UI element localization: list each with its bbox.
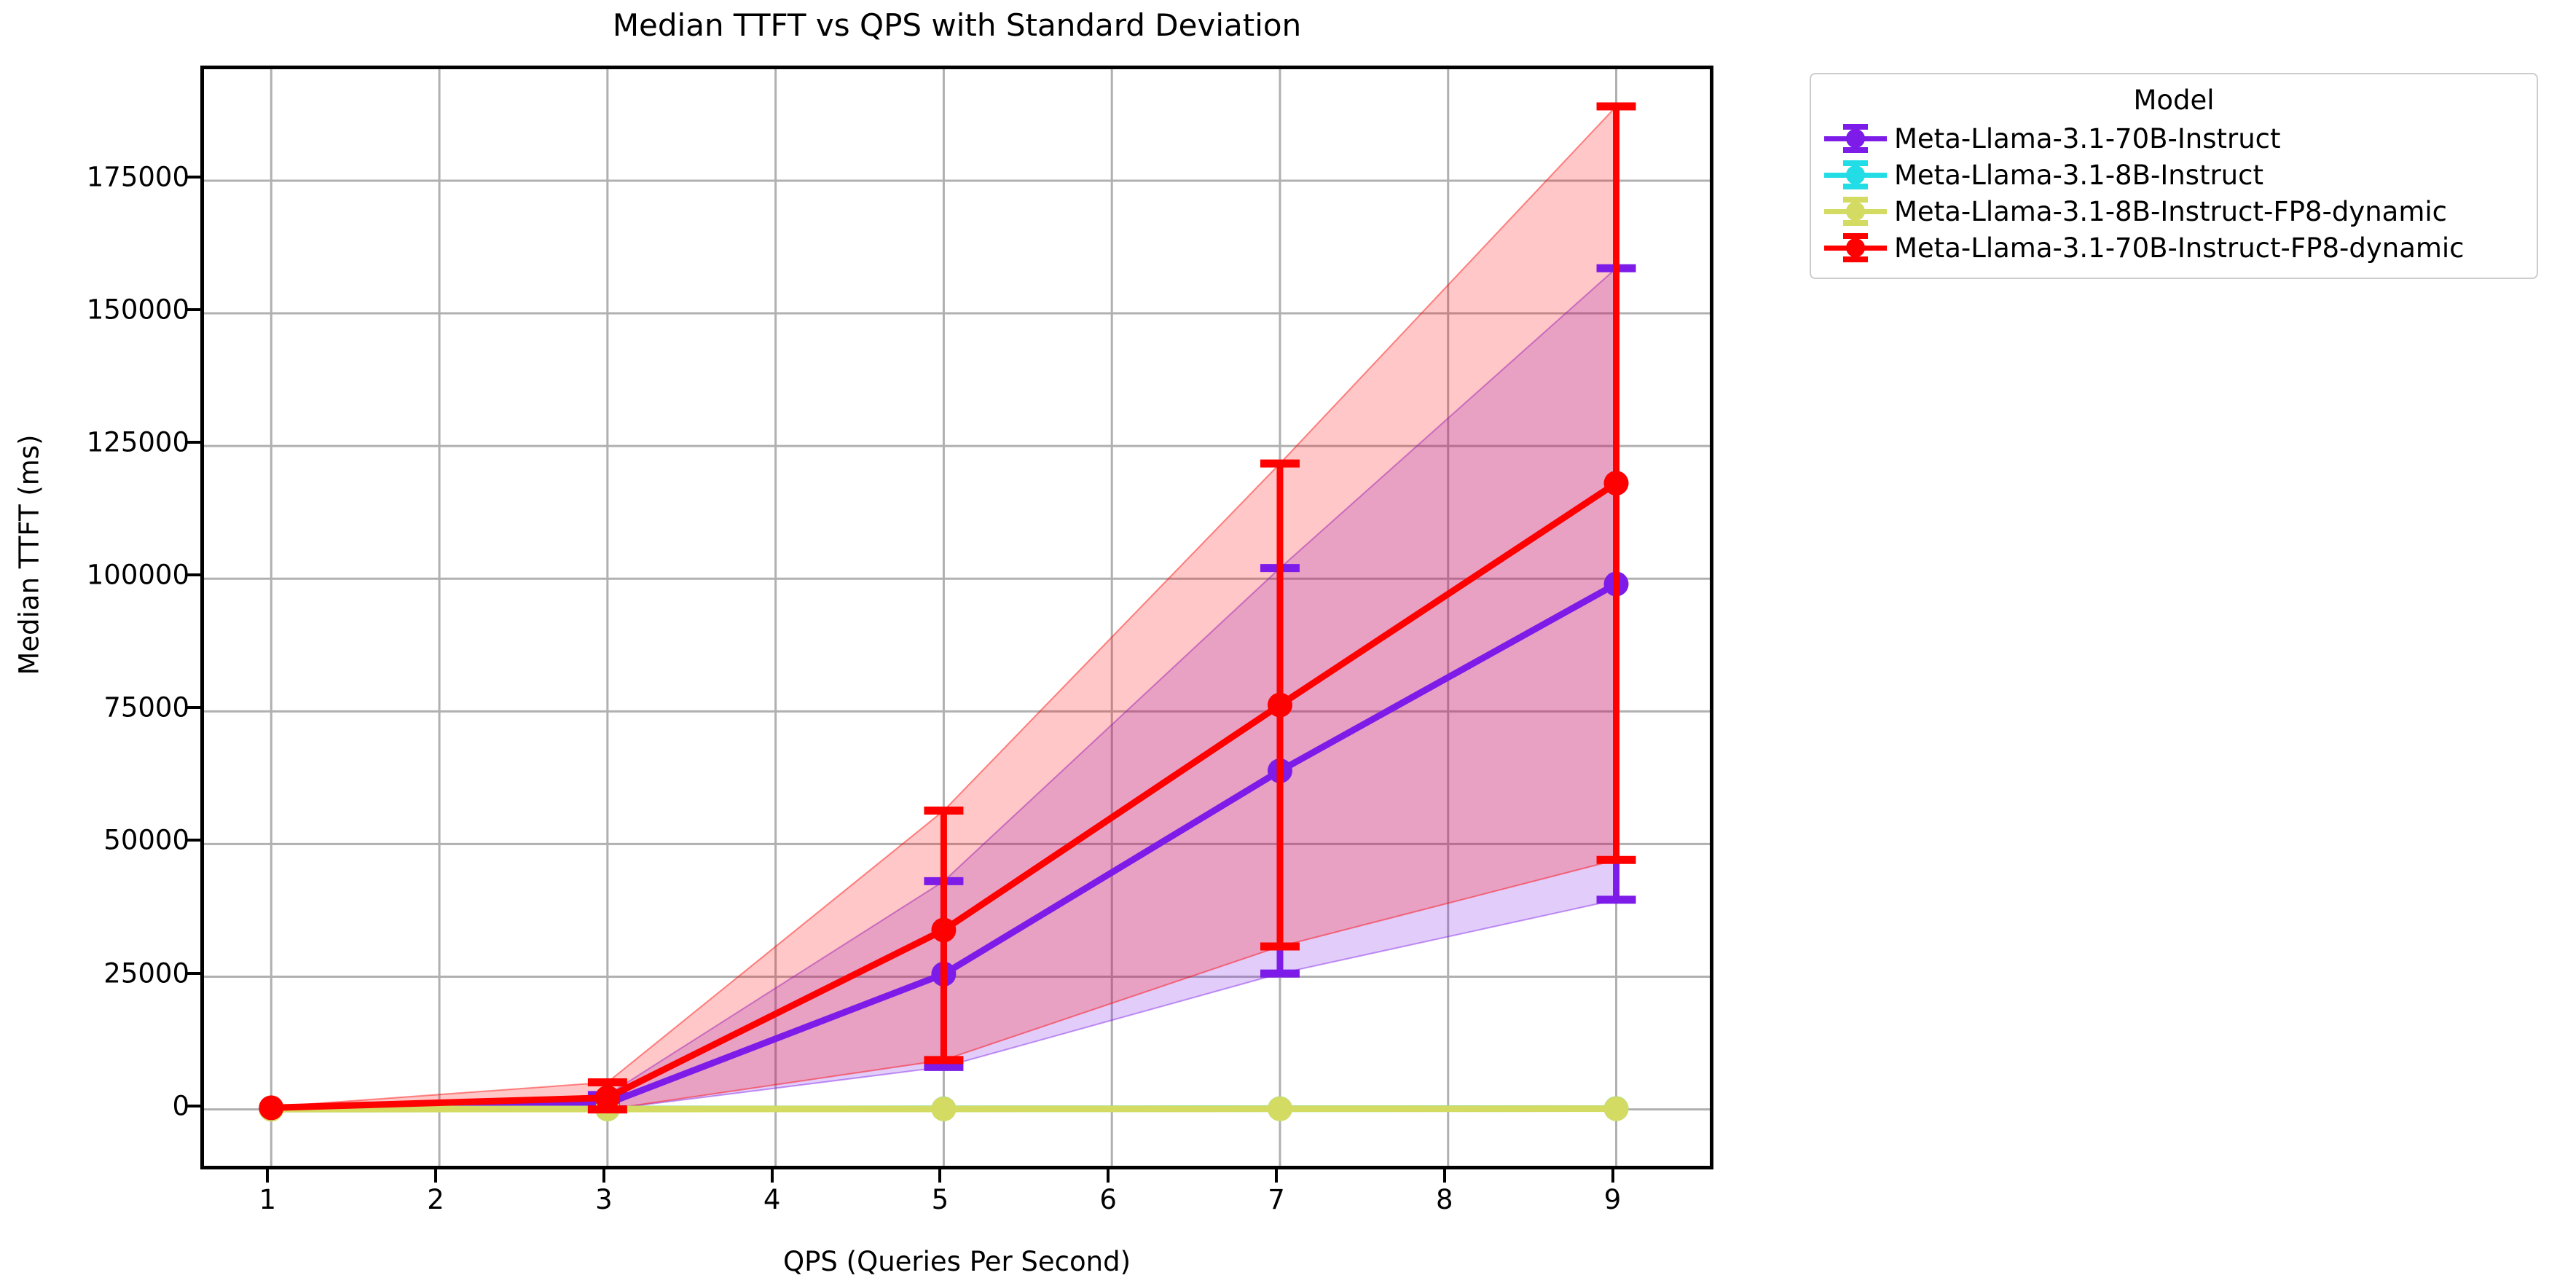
data-series [259, 102, 1636, 1121]
x-tick-label: 3 [595, 1184, 613, 1215]
y-tick-mark [187, 175, 200, 179]
legend-marker-icon [1824, 120, 1887, 157]
x-tick-label: 9 [1603, 1184, 1622, 1215]
plot-svg [204, 69, 1710, 1166]
legend-marker-icon [1824, 230, 1887, 266]
legend-entry[interactable]: Meta-Llama-3.1-70B-Instruct [1824, 120, 2524, 157]
x-tick-label: 5 [931, 1184, 949, 1215]
data-point-marker [1603, 1096, 1629, 1121]
plot-canvas [204, 69, 1710, 1166]
y-tick-mark [187, 971, 200, 975]
y-tick-mark [187, 839, 200, 842]
legend-entries: Meta-Llama-3.1-70B-Instruct Meta-Llama-3.… [1824, 120, 2524, 266]
x-tick-label: 7 [1268, 1184, 1285, 1215]
data-point-marker [594, 1085, 620, 1110]
y-tick-mark [187, 308, 200, 312]
legend-entry-label: Meta-Llama-3.1-8B-Instruct-FP8-dynamic [1894, 195, 2447, 227]
data-point-marker [259, 1095, 284, 1121]
y-tick-label: 150000 [86, 294, 189, 326]
legend-entry[interactable]: Meta-Llama-3.1-8B-Instruct [1824, 157, 2524, 193]
x-tick-mark [770, 1169, 774, 1183]
y-tick-mark [187, 1104, 200, 1107]
y-tick-label: 25000 [103, 957, 189, 989]
y-tick-label: 125000 [86, 426, 189, 458]
x-tick-label: 2 [427, 1184, 444, 1215]
x-tick-mark [1442, 1169, 1446, 1183]
x-tick-mark [266, 1169, 270, 1183]
data-point-marker [1603, 471, 1629, 496]
y-tick-mark [187, 441, 200, 444]
legend-entry-label: Meta-Llama-3.1-8B-Instruct [1894, 159, 2263, 191]
legend-title: Model [2133, 85, 2215, 116]
legend-entry[interactable]: Meta-Llama-3.1-8B-Instruct-FP8-dynamic [1824, 193, 2524, 230]
x-tick-label: 6 [1099, 1184, 1117, 1215]
y-axis-label: Median TTFT (ms) [13, 434, 45, 675]
legend-entry[interactable]: Meta-Llama-3.1-70B-Instruct-FP8-dynamic [1824, 230, 2524, 266]
x-tick-mark [602, 1169, 605, 1183]
x-tick-mark [1107, 1169, 1110, 1183]
plot-area [200, 66, 1713, 1169]
x-tick-label: 1 [259, 1184, 277, 1215]
chart-title: Median TTFT vs QPS with Standard Deviati… [612, 7, 1302, 43]
legend-marker-icon [1824, 193, 1887, 230]
x-tick-mark [1274, 1169, 1278, 1183]
y-tick-mark [187, 573, 200, 577]
y-tick-label: 50000 [103, 824, 189, 856]
legend-marker-icon [1824, 157, 1887, 193]
data-point-marker [931, 917, 957, 943]
y-tick-mark [187, 706, 200, 710]
y-tick-label: 100000 [86, 559, 189, 591]
x-axis-label: QPS (Queries Per Second) [782, 1246, 1131, 1277]
x-tick-label: 8 [1435, 1184, 1453, 1215]
legend-entry-label: Meta-Llama-3.1-70B-Instruct-FP8-dynamic [1894, 232, 2465, 264]
legend-entry-label: Meta-Llama-3.1-70B-Instruct [1894, 122, 2281, 154]
data-point-marker [1267, 692, 1292, 718]
y-tick-label: 175000 [86, 161, 189, 193]
x-tick-label: 4 [763, 1184, 781, 1215]
y-tick-label: 75000 [103, 691, 189, 724]
x-tick-mark [434, 1169, 438, 1183]
legend-box: Model Meta-Llama-3.1-70B-Instruct Meta-Ll… [1810, 73, 2538, 279]
y-tick-label: 0 [172, 1090, 189, 1122]
x-tick-mark [1611, 1169, 1614, 1183]
data-point-marker [1267, 1096, 1292, 1121]
data-point-marker [931, 1096, 957, 1121]
x-tick-mark [938, 1169, 942, 1183]
